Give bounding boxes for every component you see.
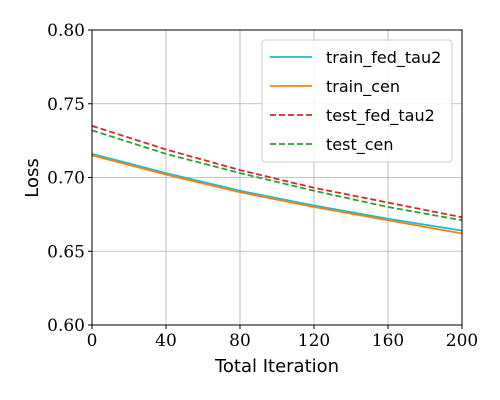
- y-axis: 0.60 0.65 0.70 0.75 0.80: [47, 21, 92, 336]
- series-line-test-fed-tau2: [91, 125, 463, 219]
- y-tick-label: 0.80: [47, 21, 85, 41]
- series-line-train-cen: [91, 154, 463, 235]
- y-tick-label: 0.70: [47, 169, 85, 189]
- series-line-test-cen: [91, 129, 463, 222]
- y-axis-label: Loss: [22, 158, 43, 197]
- legend-box: [261, 39, 453, 163]
- y-tick-label: 0.60: [47, 316, 85, 336]
- x-tick-label: 120: [298, 331, 330, 351]
- series-line-train-fed-tau2: [91, 153, 463, 232]
- x-axis: 0 40 80 120 160 200: [87, 325, 478, 351]
- legend: train_fed_tau2 train_cen test_fed_tau2test…: [261, 39, 453, 163]
- x-tick-label: 200: [446, 331, 478, 351]
- x-tick-label: 0: [87, 331, 98, 351]
- y-tick-label: 0.65: [47, 242, 85, 262]
- legend-label: train_cen: [326, 77, 400, 97]
- legend-label: test_cen: [326, 135, 394, 155]
- y-tick-label: 0.75: [47, 95, 85, 115]
- x-axis-label: Total Iteration: [214, 356, 339, 377]
- x-tick-label: 40: [155, 331, 177, 351]
- x-tick-label: 80: [229, 331, 251, 351]
- legend-label: test_fed_tau2: [326, 106, 435, 126]
- series-lines: [91, 125, 463, 235]
- x-tick-label: 160: [372, 331, 404, 351]
- legend-label: train_fed_tau2: [326, 48, 441, 68]
